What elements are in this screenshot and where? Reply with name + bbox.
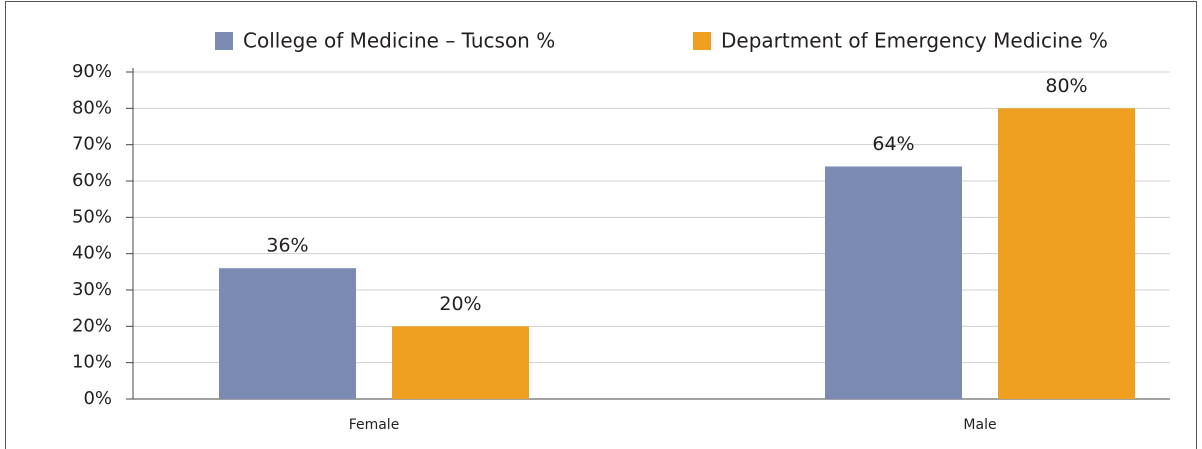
value-label: 36%	[266, 235, 308, 257]
legend-label: Department of Emergency Medicine %	[721, 29, 1108, 53]
value-label: 64%	[872, 133, 914, 155]
y-tick-label: 0%	[83, 388, 112, 409]
x-tick-label: Male	[963, 417, 996, 433]
bar	[998, 108, 1135, 399]
y-tick-label: 20%	[72, 315, 112, 336]
bar	[219, 268, 356, 399]
y-tick-label: 80%	[72, 97, 112, 118]
y-tick-label: 90%	[72, 61, 112, 82]
y-tick-label: 50%	[72, 206, 112, 227]
y-tick-label: 60%	[72, 170, 112, 191]
x-tick-label: Female	[349, 417, 400, 433]
y-tick-label: 10%	[72, 352, 112, 373]
value-label: 80%	[1045, 75, 1087, 97]
value-label: 20%	[439, 293, 481, 315]
y-tick-label: 70%	[72, 134, 112, 155]
frame	[5, 1, 1197, 449]
legend-label: College of Medicine – Tucson %	[243, 29, 555, 53]
legend-swatch	[693, 32, 711, 50]
y-tick-label: 30%	[72, 279, 112, 300]
y-tick-label: 40%	[72, 243, 112, 264]
bar	[825, 166, 962, 399]
legend-swatch	[215, 32, 233, 50]
bar	[392, 326, 529, 399]
